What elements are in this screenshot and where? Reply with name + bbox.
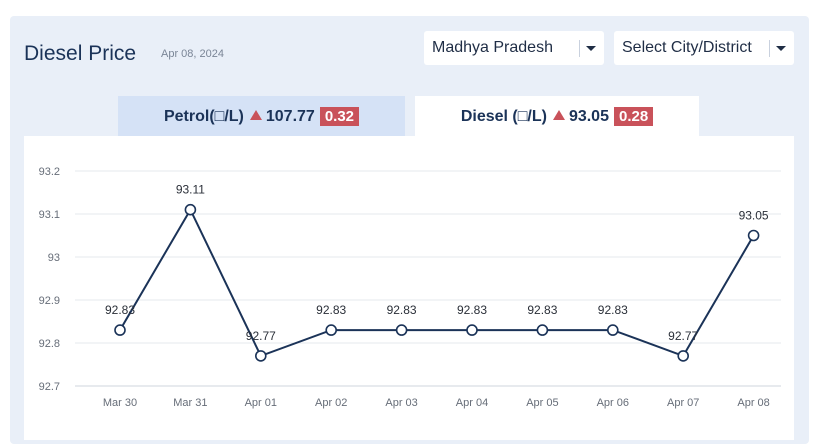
data-label: 93.11 <box>176 183 205 197</box>
data-point <box>255 350 267 362</box>
triangle-up-icon <box>552 110 565 120</box>
data-point <box>395 324 408 336</box>
x-tick-label: Apr 08 <box>737 397 769 409</box>
x-tick-label: Apr 07 <box>667 397 699 409</box>
data-label: 92.83 <box>598 303 628 317</box>
city-select-divider <box>769 40 770 57</box>
chevron-down-icon[interactable] <box>586 46 596 51</box>
tab-diesel[interactable]: Diesel (□/L) 93.05 0.28 <box>415 96 699 136</box>
price-date: Apr 08, 2024 <box>161 48 224 60</box>
data-point <box>536 324 549 336</box>
tab-petrol-price: 107.77 <box>265 108 315 125</box>
page-title: Diesel Price <box>24 42 137 65</box>
data-label: 92.83 <box>457 303 487 317</box>
y-tick-label: 93.2 <box>39 166 60 178</box>
y-tick-label: 92.9 <box>39 295 60 307</box>
state-select-value: Madhya Pradesh <box>432 39 553 56</box>
tab-petrol[interactable]: Petrol(□/L) 107.77 0.32 <box>118 96 405 136</box>
city-select[interactable]: Select City/District <box>614 31 794 65</box>
data-point <box>747 229 760 242</box>
data-label: 92.83 <box>527 303 557 317</box>
data-point <box>184 203 197 216</box>
data-label: 92.83 <box>105 303 135 317</box>
y-tick-label: 93 <box>48 252 60 264</box>
state-select-divider <box>579 40 580 57</box>
tab-diesel-label: Diesel (□/L) <box>460 108 547 125</box>
data-label: 92.77 <box>668 329 698 343</box>
x-tick-label: Apr 05 <box>526 397 558 409</box>
series-line <box>119 207 755 358</box>
data-label: 92.77 <box>246 329 276 343</box>
x-tick-label: Mar 30 <box>103 397 137 409</box>
y-tick-label: 92.8 <box>39 338 60 350</box>
data-point <box>325 324 338 336</box>
x-tick-label: Apr 01 <box>245 397 277 409</box>
data-point <box>114 324 126 336</box>
chevron-down-icon[interactable] <box>776 46 786 51</box>
x-tick-label: Mar 31 <box>173 397 207 409</box>
y-tick-label: 93.1 <box>39 209 60 221</box>
chart-area: 92.7 92.8 92.9 93 93.1 93.2 Mar 30 Mar 31 Apr 01… <box>24 136 794 440</box>
x-tick-label: Apr 02 <box>315 397 347 409</box>
x-tick-label: Apr 03 <box>385 397 417 409</box>
price-panel: Diesel Price Apr 08, 2024 Madhya Pradesh… <box>10 16 809 444</box>
tab-petrol-label: Petrol(□/L) <box>163 108 244 125</box>
data-point <box>606 324 619 336</box>
x-tick-label: Apr 06 <box>597 397 629 409</box>
tab-petrol-change-badge: 0.32 <box>319 107 360 126</box>
data-label: 92.83 <box>316 303 346 317</box>
data-point <box>466 324 478 336</box>
tab-diesel-change-badge: 0.28 <box>613 107 654 126</box>
city-select-value: Select City/District <box>622 39 752 56</box>
data-label: 92.83 <box>387 303 417 317</box>
triangle-up-icon <box>249 110 262 120</box>
y-tick-label: 92.7 <box>39 381 60 393</box>
x-tick-label: Apr 04 <box>456 397 488 409</box>
state-select[interactable]: Madhya Pradesh <box>424 31 604 65</box>
price-line-chart: 92.7 92.8 92.9 93 93.1 93.2 Mar 30 Mar 31 Apr 01… <box>39 166 781 409</box>
data-point <box>677 350 690 362</box>
data-label: 93.05 <box>739 209 769 223</box>
tab-diesel-price: 93.05 <box>568 108 609 125</box>
